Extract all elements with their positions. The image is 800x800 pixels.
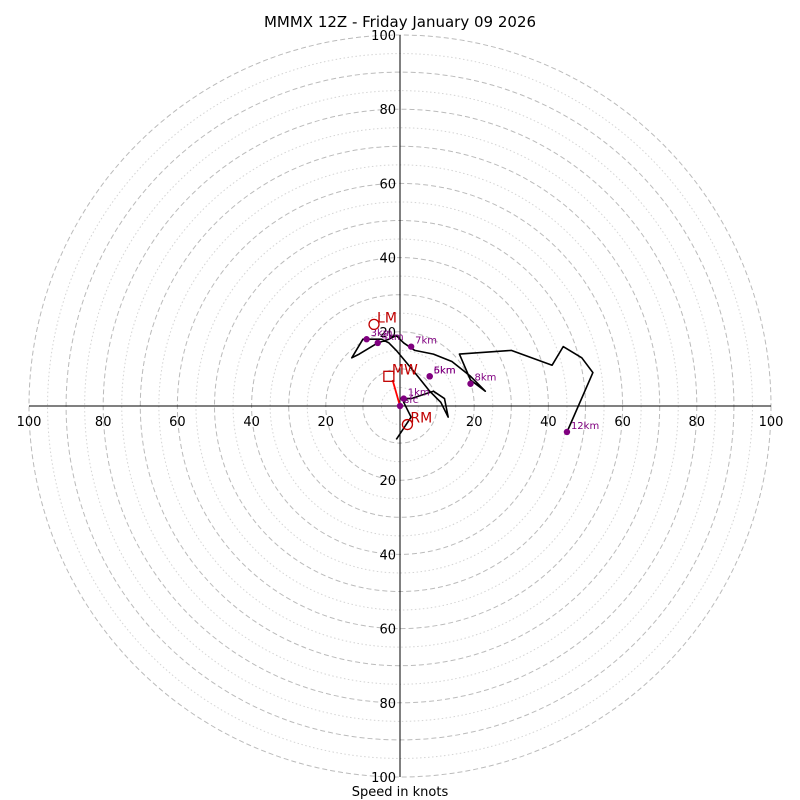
storm-motion-LM: LM <box>368 310 397 331</box>
height-marker-label-5km: 5km <box>434 365 456 376</box>
height-marker-sfc: sfc <box>396 395 418 410</box>
height-marker-label-3km: 3km <box>371 328 393 339</box>
tick-label-left-60: 60 <box>169 415 186 430</box>
height-marker-8km: 8km <box>467 373 496 387</box>
tick-label-left-40: 40 <box>243 415 260 430</box>
storm-motion-label-RM: RM <box>410 411 432 427</box>
x-axis-label: Speed in knots <box>352 785 449 800</box>
height-marker-dot-1km <box>400 395 407 402</box>
storm-motion-marker-LM <box>368 318 380 331</box>
height-marker-7km: 7km <box>407 336 437 350</box>
tick-label-left-80: 80 <box>95 415 112 430</box>
chart-title: MMMX 12Z - Friday January 09 2026 <box>264 13 536 31</box>
storm-motion-label-LM: LM <box>377 310 397 326</box>
tick-label-right-20: 20 <box>466 415 483 430</box>
height-marker-label-1km: 1km <box>408 388 430 399</box>
storm-motion-MW: MW <box>383 362 418 382</box>
tick-label-up-40: 40 <box>379 252 396 267</box>
shear-vector <box>391 379 401 407</box>
height-marker-1km: 1km <box>400 388 430 402</box>
tick-label-right-80: 80 <box>689 415 706 430</box>
height-marker-label-sfc: sfc <box>404 395 418 406</box>
height-marker-dot-8km <box>467 380 474 387</box>
height-marker-label-6km: 6km <box>434 365 456 376</box>
height-marker-label-8km: 8km <box>474 373 496 384</box>
tick-label-down-60: 60 <box>379 623 396 638</box>
tick-label-down-20: 20 <box>379 474 396 489</box>
height-marker-label-12km: 12km <box>571 421 599 432</box>
tick-label-up-60: 60 <box>379 177 396 192</box>
height-marker-label-7km: 7km <box>415 336 437 347</box>
tick-label-left-20: 20 <box>318 415 335 430</box>
height-marker-dot-sfc <box>396 402 404 410</box>
tick-label-right-60: 60 <box>614 415 631 430</box>
height-marker-dot-3km <box>363 336 370 343</box>
height-marker-dot-12km <box>563 428 571 436</box>
tick-label-down-100: 100 <box>371 771 396 786</box>
height-marker-4km: 4km <box>374 332 404 347</box>
height-marker-dot-6km <box>426 373 433 380</box>
storm-motion-marker-MW <box>383 370 395 382</box>
tick-label-left-100: 100 <box>17 415 42 430</box>
height-marker-dot-4km <box>374 339 381 347</box>
storm-motion-marker-RM <box>401 418 414 431</box>
height-marker-dot-7km <box>407 343 415 350</box>
storm-motion-RM: RM <box>401 411 432 431</box>
tick-label-up-80: 80 <box>379 103 396 118</box>
height-marker-label-4km: 4km <box>382 332 404 343</box>
storm-motion-label-MW: MW <box>392 362 418 378</box>
height-marker-3km: 3km <box>363 328 393 343</box>
tick-label-down-40: 40 <box>379 548 396 563</box>
height-marker-6km: 6km <box>426 365 456 380</box>
tick-label-right-100: 100 <box>759 415 784 430</box>
shear-vector-group <box>391 379 401 407</box>
tick-label-right-40: 40 <box>540 415 557 430</box>
height-marker-12km: 12km <box>563 421 599 436</box>
tick-label-up-100: 100 <box>371 29 396 44</box>
storm-motion-markers: LM RM MW <box>368 310 432 431</box>
tick-label-down-80: 80 <box>379 697 396 712</box>
